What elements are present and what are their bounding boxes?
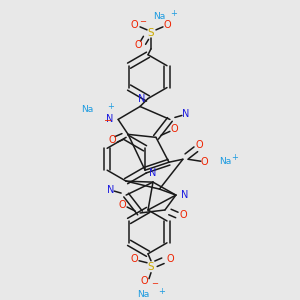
Text: S: S [148, 28, 154, 38]
Text: N: N [106, 185, 114, 195]
Text: O: O [130, 20, 138, 30]
Text: +: + [231, 153, 238, 162]
Text: O: O [170, 124, 178, 134]
Text: Na: Na [137, 290, 149, 299]
Text: +: + [170, 9, 177, 18]
Text: Na: Na [153, 12, 165, 21]
Text: O: O [179, 210, 187, 220]
Text: O: O [118, 200, 126, 210]
Text: +: + [107, 102, 114, 111]
Text: N: N [138, 94, 146, 103]
Text: O: O [134, 40, 142, 50]
Text: S: S [148, 262, 154, 272]
Text: O: O [201, 157, 208, 167]
Text: O: O [163, 20, 171, 30]
Text: O: O [195, 140, 202, 150]
Text: +: + [158, 287, 165, 296]
Text: O: O [166, 254, 174, 264]
Text: N: N [181, 190, 188, 200]
Text: N: N [149, 168, 157, 178]
Text: N: N [182, 110, 190, 119]
Text: O: O [108, 135, 116, 145]
Text: −: − [152, 279, 158, 288]
Text: −: − [140, 17, 146, 26]
Text: Na: Na [81, 105, 93, 114]
Text: Na: Na [219, 157, 231, 166]
Text: N: N [106, 114, 113, 124]
Text: O: O [130, 254, 138, 264]
Text: O: O [140, 276, 148, 286]
Text: −: − [104, 116, 112, 126]
